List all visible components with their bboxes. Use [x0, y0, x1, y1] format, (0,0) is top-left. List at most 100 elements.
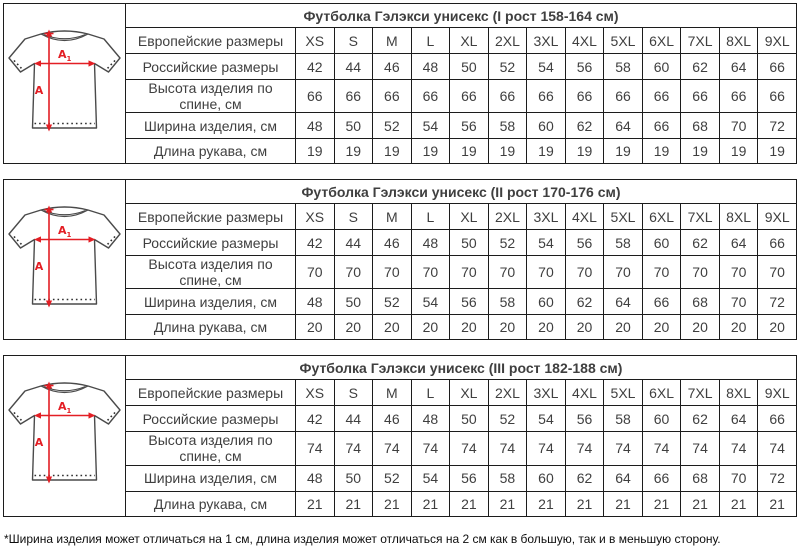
size-value-cell: 48 [410, 405, 451, 433]
size-value-cell: 21 [487, 490, 528, 517]
diagram-label-a1: A1 [58, 223, 72, 239]
size-value-cell: 3XL [526, 203, 566, 231]
size-value-cell: 70 [718, 112, 759, 140]
size-value-cell: 19 [372, 138, 412, 165]
size-value-cell: 66 [410, 78, 451, 114]
size-value-cell: 66 [487, 78, 528, 114]
size-value-cell: L [410, 379, 451, 407]
size-value-cell: 21 [526, 490, 566, 517]
size-value-cell: 8XL [718, 203, 759, 231]
size-value-cell: 74 [718, 431, 759, 466]
size-value-cell: 19 [641, 138, 682, 165]
size-value-cell: 74 [526, 431, 566, 466]
size-value-cell: 52 [487, 229, 528, 257]
size-value-cell: 74 [680, 431, 720, 466]
size-value-cell: 70 [603, 255, 643, 290]
size-value-cell: 72 [757, 288, 797, 316]
size-value-cell: 70 [757, 255, 797, 290]
size-value-cell: XS [295, 27, 335, 54]
size-value-cell: 19 [564, 138, 605, 165]
size-value-cell: 58 [603, 53, 643, 80]
size-value-cell: 66 [295, 78, 335, 114]
size-value-cell: 54 [410, 288, 451, 316]
diagram-label-a: A [34, 83, 44, 97]
size-value-cell: 19 [603, 138, 643, 165]
size-value-cell: 20 [410, 314, 451, 341]
size-value-cell: 74 [564, 431, 605, 466]
size-value-cell: 56 [449, 112, 489, 140]
size-value-cell: 4XL [564, 27, 605, 54]
size-value-cell: 54 [526, 405, 566, 433]
size-value-cell: 2XL [487, 379, 528, 407]
diagram-label-a: A [34, 259, 44, 273]
size-value-cell: 56 [449, 288, 489, 316]
size-value-cell: 64 [718, 229, 759, 257]
size-value-cell: 8XL [718, 27, 759, 54]
row-label-back-height: Высота изделия по спине, см [125, 78, 296, 114]
size-value-cell: 5XL [603, 203, 643, 231]
tshirt-diagram: A1 A [3, 179, 126, 341]
size-value-cell: 64 [718, 405, 759, 433]
size-value-cell: 54 [526, 229, 566, 257]
size-value-cell: 52 [487, 405, 528, 433]
size-value-cell: 70 [526, 255, 566, 290]
tshirt-image [8, 380, 121, 485]
size-value-cell: 19 [449, 138, 489, 165]
diagram-label-a: A [34, 435, 44, 449]
size-table-rost-1: A1 A Футболка Гэлэкси унисекс (I рост 15… [3, 2, 797, 165]
size-value-cell: 66 [641, 112, 682, 140]
size-value-cell: 19 [410, 138, 451, 165]
size-value-cell: 58 [603, 405, 643, 433]
size-value-cell: 20 [449, 314, 489, 341]
size-value-cell: 9XL [757, 379, 797, 407]
size-value-cell: 62 [680, 229, 720, 257]
size-value-cell: 20 [757, 314, 797, 341]
size-value-cell: XL [449, 379, 489, 407]
size-value-cell: 72 [757, 112, 797, 140]
tshirt-diagram: A1 A [3, 2, 126, 165]
size-value-cell: 70 [449, 255, 489, 290]
size-value-cell: 4XL [564, 203, 605, 231]
size-value-cell: 66 [449, 78, 489, 114]
size-value-cell: 66 [603, 78, 643, 114]
size-value-cell: 70 [487, 255, 528, 290]
size-value-cell: 21 [410, 490, 451, 517]
size-value-cell: 21 [757, 490, 797, 517]
size-value-cell: 74 [487, 431, 528, 466]
size-value-cell: 58 [487, 288, 528, 316]
size-value-cell: 6XL [641, 27, 682, 54]
size-value-cell: 6XL [641, 379, 682, 407]
size-value-cell: 66 [333, 78, 374, 114]
size-value-cell: M [372, 27, 412, 54]
row-label-european-sizes: Европейские размеры [125, 379, 296, 407]
size-value-cell: 64 [718, 53, 759, 80]
size-value-cell: 20 [680, 314, 720, 341]
size-value-cell: 74 [641, 431, 682, 466]
size-value-cell: 50 [449, 229, 489, 257]
size-value-cell: 60 [641, 229, 682, 257]
tshirt-image [8, 204, 121, 309]
size-value-cell: 70 [564, 255, 605, 290]
size-value-cell: 70 [680, 255, 720, 290]
size-value-cell: 20 [487, 314, 528, 341]
size-value-cell: S [333, 379, 374, 407]
size-value-cell: 21 [718, 490, 759, 517]
size-value-cell: 66 [641, 464, 682, 492]
row-label-sleeve-length: Длина рукава, см [125, 138, 296, 165]
row-label-back-height: Высота изделия по спине, см [125, 431, 296, 466]
size-value-cell: 19 [295, 138, 335, 165]
size-value-cell: 68 [680, 288, 720, 316]
size-value-cell: 52 [372, 112, 412, 140]
size-value-cell: 66 [641, 78, 682, 114]
diagram-label-a1: A1 [58, 47, 72, 63]
size-value-cell: 44 [333, 229, 374, 257]
size-value-cell: 20 [372, 314, 412, 341]
size-value-cell: 44 [333, 53, 374, 80]
tshirt-diagram-wrap: A1 A [5, 9, 124, 159]
size-value-cell: 19 [526, 138, 566, 165]
size-value-cell: 64 [603, 112, 643, 140]
size-value-cell: 19 [680, 138, 720, 165]
size-value-cell: M [372, 203, 412, 231]
size-value-cell: XL [449, 203, 489, 231]
size-value-cell: 7XL [680, 203, 720, 231]
